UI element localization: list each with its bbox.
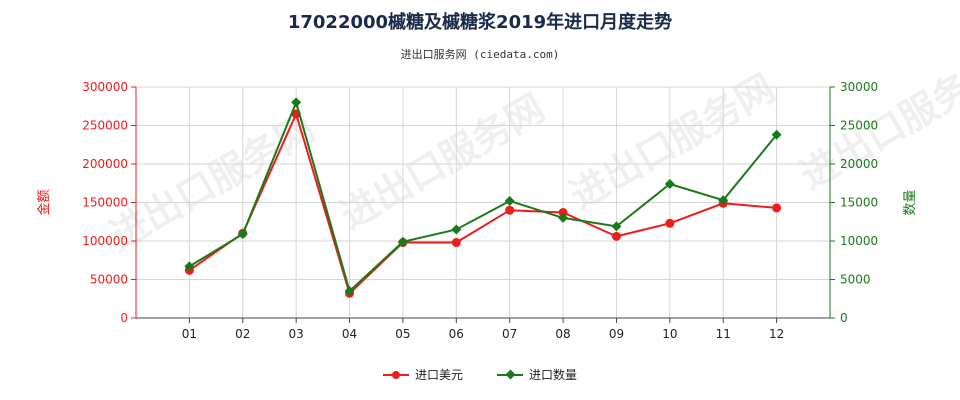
data-point-usd [772,203,782,213]
legend-item-usd[interactable]: 进口美元 [382,366,463,383]
legend-swatch-qty [497,369,523,380]
watermark-text: 进出口服务网 [563,66,782,218]
data-point-qty [184,261,195,272]
x-tick-label: 09 [609,327,624,341]
data-point-qty [611,221,622,232]
y-tick-label-left: 250000 [82,119,128,133]
y-tick-label-right: 5000 [840,273,871,287]
y-tick-label-right: 20000 [840,157,878,171]
data-point-qty [291,97,302,108]
legend-item-qty[interactable]: 进口数量 [497,366,577,383]
y-tick-label-left: 0 [120,311,128,325]
watermark-text: 进出口服务网 [333,86,552,238]
data-point-qty [718,195,729,206]
x-tick-label: 11 [716,327,731,341]
x-tick-label: 01 [182,327,197,341]
data-point-qty [397,236,408,247]
series-line-1 [188,99,778,293]
y-tick-label-right: 0 [840,311,848,325]
data-point-usd [558,208,568,218]
x-tick-label: 06 [449,327,464,341]
data-point-qty [664,179,675,190]
y-tick-label-right: 30000 [840,80,878,94]
data-point-usd [505,205,515,215]
y-tick-label-right: 25000 [840,119,878,133]
y-tick-label-left: 200000 [82,157,128,171]
legend: 进口美元 进口数量 [0,366,960,383]
x-tick-label: 03 [289,327,304,341]
y-tick-label-left: 100000 [82,234,128,248]
data-point-usd [451,238,461,248]
x-tick-label: 02 [235,327,250,341]
y-axis-label-right: 数量 [903,189,918,215]
y-tick-label-left: 300000 [82,80,128,94]
chart-subtitle: 进出口服务网 (ciedata.com) [400,48,560,61]
y-tick-label-left: 50000 [90,273,128,287]
data-point-qty [504,195,515,206]
x-tick-label: 04 [342,327,357,341]
x-tick-label: 12 [769,327,784,341]
x-tick-label: 05 [395,327,410,341]
x-tick-label: 08 [555,327,570,341]
data-point-qty [344,286,355,297]
y-tick-label-right: 10000 [840,234,878,248]
data-point-qty [558,212,569,223]
data-point-qty [451,224,462,235]
data-point-qty [237,229,248,240]
y-axis-label-left: 金额 [36,189,52,215]
legend-label-usd: 进口美元 [414,368,463,382]
x-tick-label: 07 [502,327,517,341]
x-tick-label: 10 [662,327,677,341]
data-point-qty [771,129,782,140]
chart-title: 17022000槭糖及槭糖浆2019年进口月度走势 [287,12,673,33]
data-point-usd [611,231,621,241]
series-line-0 [188,111,777,296]
y-tick-label-right: 15000 [840,196,878,210]
legend-label-qty: 进口数量 [529,368,578,382]
y-tick-label-left: 150000 [82,196,128,210]
data-point-usd [665,218,675,228]
legend-swatch-usd [382,370,409,380]
